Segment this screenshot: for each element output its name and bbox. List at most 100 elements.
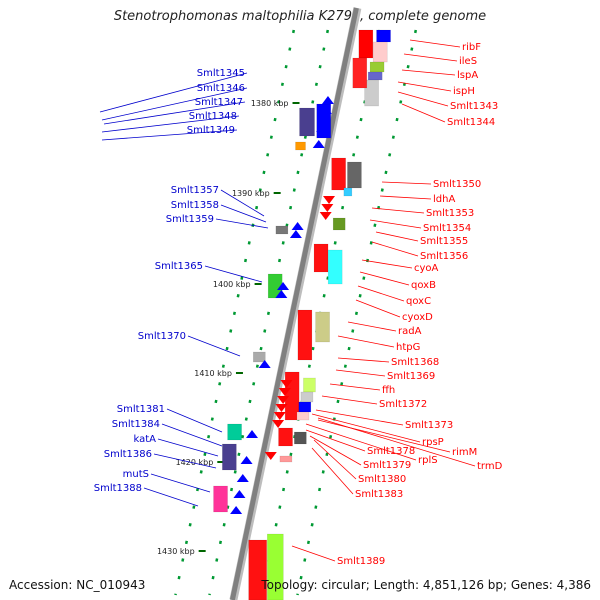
gene-connector-smlt1345	[99, 72, 248, 113]
gene-connector-smlt1347	[103, 101, 246, 125]
forward-strand-arrow	[277, 282, 290, 290]
genome-stats-label: Topology: circular; Length: 4,851,126 bp…	[261, 578, 591, 592]
feature-mutS	[213, 485, 228, 513]
gene-connector-ffh	[329, 383, 381, 391]
gene-connector-smlt1365	[204, 265, 263, 283]
gene-label-qoxc: qoxC	[406, 296, 431, 307]
gene-connector-smlt1354	[369, 219, 422, 229]
forward-strand-arrow	[275, 290, 288, 298]
gene-label-smlt1346: Smlt1346	[197, 83, 245, 94]
gene-connector-smlt1359	[215, 218, 269, 229]
gene-connector-smlt1386	[153, 453, 217, 469]
gene-connector-ldha	[379, 195, 432, 200]
gene-connector-cyoa	[361, 259, 413, 269]
gene-label-iles: ileS	[459, 56, 477, 67]
reverse-strand-arrow	[272, 420, 285, 428]
feature-smlt1350	[331, 157, 346, 191]
genome-backbone	[229, 7, 359, 600]
gene-label-smlt1365: Smlt1365	[155, 261, 203, 272]
gene-connector-smlt1343	[397, 91, 449, 107]
gene-connector-qoxc	[357, 285, 405, 302]
forward-strand-arrow	[312, 140, 325, 148]
gene-label-ldha: ldhA	[433, 194, 455, 205]
gene-connector-smlt1372	[321, 395, 378, 405]
gene-connector-rpls	[305, 423, 417, 461]
reverse-strand-arrow	[321, 204, 334, 212]
gene-label-smlt1389: Smlt1389	[337, 556, 385, 567]
accession-label: Accession: NC_010943	[9, 578, 146, 592]
feature-smlt1344	[352, 57, 368, 89]
gene-connector-smlt1369	[335, 369, 386, 377]
forward-strand-arrow	[246, 430, 259, 438]
gene-label-smlt1370: Smlt1370	[138, 331, 186, 342]
gene-label-smlt1344: Smlt1344	[447, 117, 495, 128]
feature-smlt1379	[278, 427, 293, 447]
gene-label-smlt1350: Smlt1350	[433, 179, 481, 190]
gene-connector-smlt1357	[220, 189, 265, 217]
feature-smlt1378	[296, 411, 310, 421]
forward-strand-arrow	[291, 222, 304, 230]
forward-strand-arrow	[230, 506, 243, 514]
reverse-strand-arrow	[277, 396, 290, 404]
gene-label-lspa: lspA	[457, 70, 478, 81]
gene-label-smlt1383: Smlt1383	[355, 489, 403, 500]
feature-smlt1389-b	[267, 533, 284, 600]
gene-label-rpls: rplS	[418, 455, 438, 466]
forward-strand-arrow	[316, 124, 329, 132]
gene-connector-smlt1368	[337, 357, 390, 363]
gene-connector-trmd	[317, 417, 476, 467]
gene-connector-smlt1383	[311, 447, 354, 495]
gene-connector-smlt1355	[375, 231, 419, 242]
gene-label-smlt1380: Smlt1380	[358, 474, 406, 485]
feature-katA	[222, 443, 237, 471]
forward-strand-arrow	[233, 490, 246, 498]
reverse-strand-arrow	[278, 388, 291, 396]
gene-connector-cyoxd	[355, 299, 401, 318]
gene-connector-smlt1348	[101, 115, 240, 133]
feature-smlt1343	[364, 79, 379, 107]
gene-label-smlt1373: Smlt1373	[405, 420, 453, 431]
feature-cyoA	[313, 243, 329, 273]
feature-ileS-b	[372, 41, 388, 63]
guide-track-outer-left	[174, 29, 296, 596]
scale-tick-label: 1420 kbp	[176, 458, 214, 467]
gene-label-smlt1355: Smlt1355	[420, 236, 468, 247]
guide-track-outer-right	[296, 29, 418, 596]
feature-rplS	[298, 401, 312, 413]
gene-label-smlt1354: Smlt1354	[423, 223, 471, 234]
gene-label-smlt1357: Smlt1357	[171, 185, 219, 196]
gene-label-kata: katA	[133, 434, 156, 445]
gene-label-rpsp: rpsP	[422, 437, 444, 448]
gene-label-smlt1347: Smlt1347	[195, 97, 243, 108]
feature-smlt1347	[299, 107, 315, 137]
gene-label-ribf: ribF	[462, 42, 481, 53]
gene-label-smlt1386: Smlt1386	[104, 449, 152, 460]
gene-connector-smlt1346	[101, 87, 248, 121]
forward-strand-arrow	[289, 230, 302, 238]
gene-connector-smlt1358	[220, 204, 267, 223]
forward-strand-arrow	[258, 360, 271, 368]
reverse-strand-arrow	[323, 196, 336, 204]
gene-connector-smlt1388	[143, 487, 199, 507]
gene-label-smlt1343: Smlt1343	[450, 101, 498, 112]
gene-label-smlt1381: Smlt1381	[117, 404, 165, 415]
feature-lspA	[369, 61, 385, 73]
gene-label-cyoxd: cyoxD	[402, 312, 433, 323]
gene-connector-smlt1379	[309, 435, 362, 466]
gene-label-htpg: htpG	[396, 342, 420, 353]
forward-strand-arrow	[321, 96, 334, 104]
feature-htpG	[315, 311, 330, 343]
gene-connector-smlt1356	[371, 241, 419, 257]
scale-tick-label: 1430 kbp	[157, 547, 195, 556]
gene-label-smlt1379: Smlt1379	[363, 460, 411, 471]
feature-ribF	[358, 29, 374, 59]
gene-connector-smlt1389	[291, 545, 336, 562]
feature-smlt1373	[300, 391, 314, 403]
gene-connector-smlt1378	[305, 429, 366, 452]
gene-label-rimm: rimM	[452, 447, 477, 458]
gene-connector-qoxb	[359, 271, 410, 286]
gene-label-muts: mutS	[123, 469, 149, 480]
gene-connector-htpg	[337, 335, 395, 348]
reverse-strand-arrow	[273, 412, 286, 420]
feature-smlt1383	[279, 455, 293, 463]
